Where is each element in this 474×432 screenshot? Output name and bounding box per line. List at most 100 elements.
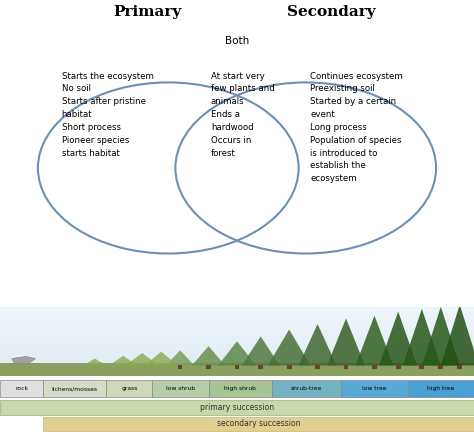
- Bar: [0, 326, 474, 327]
- Bar: [0, 375, 474, 376]
- Polygon shape: [403, 309, 441, 365]
- Bar: [0, 316, 474, 318]
- Bar: [0, 356, 474, 358]
- Bar: [438, 365, 443, 369]
- Text: grass: grass: [121, 386, 137, 391]
- Polygon shape: [422, 307, 460, 365]
- Bar: [0, 363, 474, 365]
- Bar: [287, 365, 292, 369]
- Bar: [0, 366, 474, 368]
- Bar: [408, 380, 474, 397]
- Bar: [0, 319, 474, 321]
- Text: high tree: high tree: [427, 386, 455, 391]
- Bar: [0, 308, 474, 309]
- Bar: [341, 380, 408, 397]
- Bar: [0, 361, 474, 362]
- Bar: [0, 370, 474, 372]
- Bar: [0, 318, 474, 319]
- Text: Continues ecosystem
Preexisting soil
Started by a certain
event
Long process
Pop: Continues ecosystem Preexisting soil Sta…: [310, 72, 403, 183]
- Polygon shape: [145, 352, 178, 365]
- Bar: [0, 348, 474, 349]
- Bar: [0, 309, 474, 311]
- Bar: [0, 362, 474, 363]
- Bar: [0, 355, 474, 356]
- Bar: [344, 365, 348, 369]
- Text: Primary: Primary: [113, 5, 181, 19]
- Polygon shape: [126, 353, 159, 365]
- Bar: [0, 327, 474, 329]
- Bar: [0, 347, 474, 348]
- Polygon shape: [109, 356, 137, 365]
- Bar: [0, 354, 474, 355]
- Bar: [0, 351, 474, 353]
- Bar: [0, 373, 474, 375]
- Bar: [0, 340, 474, 341]
- Text: primary succession: primary succession: [200, 403, 274, 412]
- Bar: [235, 365, 239, 369]
- Bar: [0, 368, 474, 369]
- Bar: [0, 321, 474, 322]
- Bar: [209, 380, 272, 397]
- Bar: [0, 334, 474, 336]
- Bar: [0, 333, 474, 334]
- Bar: [0, 339, 474, 340]
- Bar: [0, 337, 474, 339]
- Polygon shape: [12, 356, 36, 363]
- Bar: [0, 372, 474, 373]
- Bar: [0, 349, 474, 351]
- Bar: [0, 344, 474, 346]
- Bar: [457, 365, 462, 369]
- Bar: [0, 380, 43, 397]
- Bar: [0, 365, 474, 366]
- Polygon shape: [218, 341, 256, 365]
- Text: Starts the ecosystem
No soil
Starts after pristine
habitat
Short process
Pioneer: Starts the ecosystem No soil Starts afte…: [62, 72, 154, 158]
- Bar: [0, 363, 474, 376]
- Bar: [0, 369, 474, 370]
- Bar: [258, 365, 263, 369]
- Bar: [106, 380, 153, 397]
- Polygon shape: [268, 330, 310, 365]
- Polygon shape: [441, 305, 474, 365]
- Bar: [43, 380, 106, 397]
- Polygon shape: [379, 311, 417, 365]
- Polygon shape: [356, 316, 393, 365]
- Bar: [0, 329, 474, 330]
- Polygon shape: [83, 359, 107, 365]
- Bar: [0, 325, 474, 326]
- Bar: [0, 330, 474, 332]
- Text: rock: rock: [15, 386, 28, 391]
- Text: shrub-tree: shrub-tree: [291, 386, 322, 391]
- Bar: [0, 322, 474, 323]
- Text: high shrub: high shrub: [224, 386, 256, 391]
- Bar: [178, 365, 182, 369]
- Polygon shape: [192, 346, 225, 365]
- Polygon shape: [242, 337, 280, 365]
- Bar: [0, 332, 474, 333]
- Bar: [0, 311, 474, 312]
- Bar: [0, 336, 474, 337]
- Bar: [0, 346, 474, 347]
- Bar: [153, 380, 209, 397]
- Bar: [0, 358, 474, 359]
- Text: Secondary: Secondary: [288, 5, 376, 19]
- Text: Both: Both: [225, 36, 249, 46]
- Text: low shrub: low shrub: [166, 386, 195, 391]
- Polygon shape: [327, 318, 365, 365]
- Text: At start very
few plants and
animals
Ends a
hardwood
Occurs in
forest: At start very few plants and animals End…: [211, 72, 274, 158]
- Polygon shape: [166, 350, 194, 365]
- Bar: [43, 417, 474, 431]
- Bar: [0, 400, 474, 415]
- Bar: [372, 365, 377, 369]
- Bar: [419, 365, 424, 369]
- Bar: [0, 323, 474, 325]
- Bar: [0, 343, 474, 344]
- Bar: [0, 314, 474, 315]
- Bar: [0, 353, 474, 354]
- Text: secondary succession: secondary succession: [217, 419, 301, 429]
- Bar: [0, 307, 474, 308]
- Bar: [0, 359, 474, 361]
- Text: lichens/mosses: lichens/mosses: [52, 386, 98, 391]
- Bar: [272, 380, 341, 397]
- Bar: [0, 312, 474, 314]
- Bar: [0, 315, 474, 316]
